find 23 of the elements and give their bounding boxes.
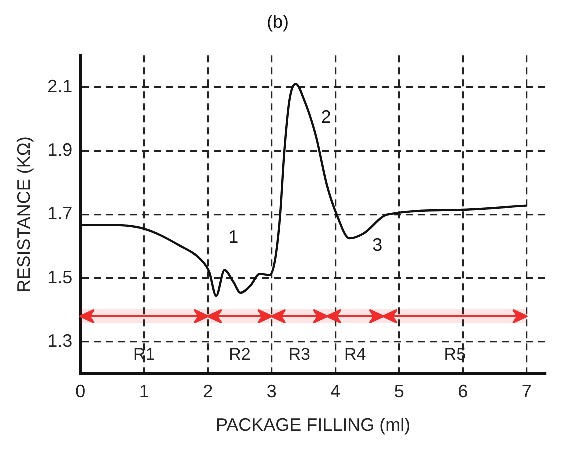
band-label: R1 [134,345,156,364]
x-tick-label: 0 [76,382,86,402]
x-tick-label: 1 [139,382,150,402]
y-axis-title: RESISTANCE (KΩ) [14,136,34,293]
y-tick-label: 1.5 [48,267,73,288]
band-label: R4 [344,345,366,364]
chart-title: (b) [267,12,289,32]
band-label: R2 [229,345,251,364]
x-tick-label: 6 [458,382,468,402]
annotation: 2 [321,107,332,128]
y-tick-label: 1.3 [48,330,73,351]
y-tick-label: 2.1 [48,76,73,96]
band-label: R3 [288,345,310,364]
x-tick-label: 4 [330,382,341,402]
annotation: 3 [372,234,383,255]
y-tick-label: 1.9 [48,140,73,160]
annotation: 1 [228,227,239,248]
x-tick-label: 7 [522,382,532,402]
x-axis-title: PACKAGE FILLING (ml) [216,415,411,436]
x-tick-label: 3 [266,382,277,402]
x-tick-label: 2 [203,382,214,402]
x-tick-label: 5 [394,382,404,402]
y-tick-label: 1.7 [48,204,73,224]
